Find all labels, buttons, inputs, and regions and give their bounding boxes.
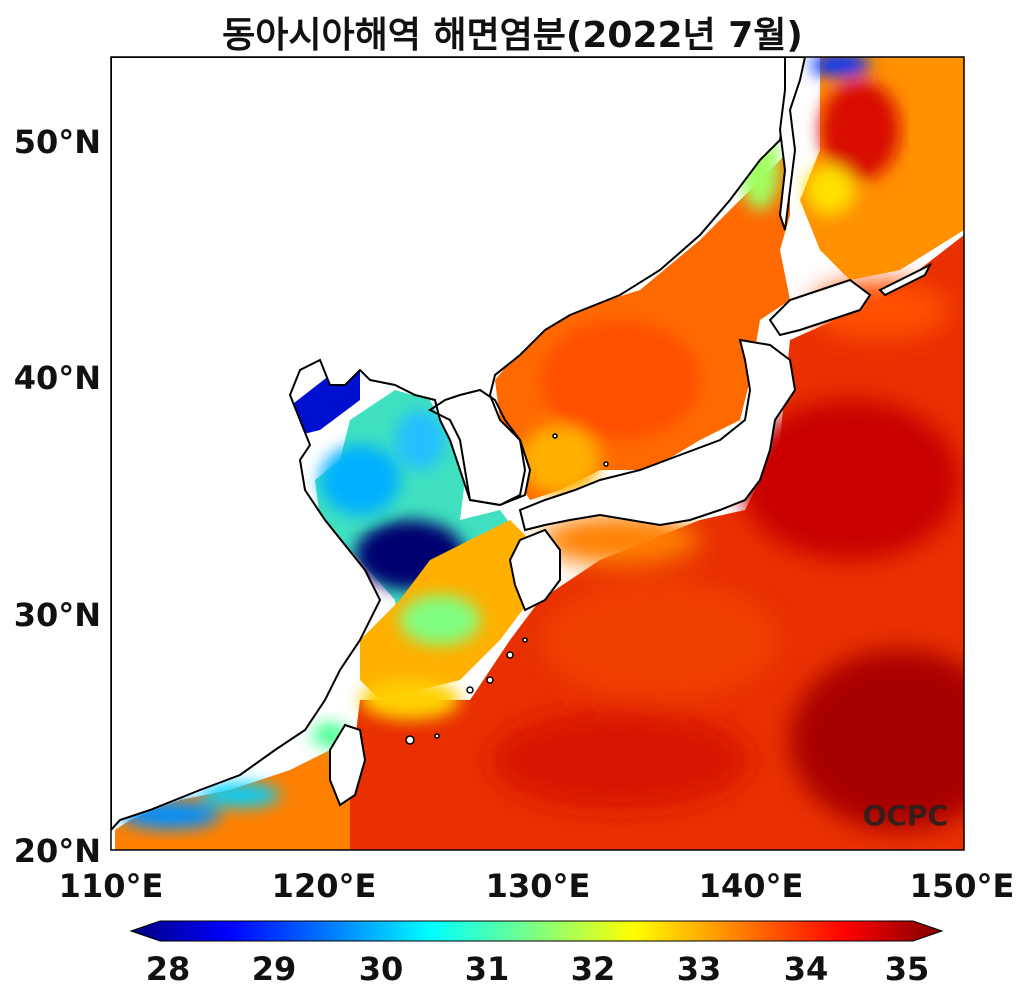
- lon-tick-label: 110°E: [59, 867, 164, 905]
- colorbar-tick: 32: [571, 950, 616, 988]
- map-frame: [110, 56, 965, 851]
- lat-tick-label: 40°N: [14, 359, 101, 397]
- colorbar-tick: 34: [784, 950, 829, 988]
- lat-tick-label: 30°N: [14, 596, 101, 634]
- lon-tick-label: 120°E: [272, 867, 377, 905]
- lon-axis: 110°E 120°E 130°E 140°E 150°E: [59, 867, 1015, 905]
- lat-tick-label: 50°N: [14, 123, 101, 161]
- colorbar-tick: 33: [677, 950, 722, 988]
- lat-tick-label: 20°N: [14, 832, 101, 870]
- colorbar-tick: 28: [146, 950, 191, 988]
- salinity-field: [111, 57, 964, 850]
- colorbar-tick: 31: [465, 950, 510, 988]
- lon-tick-label: 140°E: [699, 867, 804, 905]
- colorbar: 28 29 30 31 32 33 34 35: [129, 920, 944, 988]
- lat-axis: 20°N 30°N 40°N 50°N: [14, 123, 101, 870]
- colorbar-tick: 35: [885, 950, 930, 988]
- lon-tick-label: 130°E: [486, 867, 591, 905]
- map-title: 동아시아해역 해면염분(2022년 7월): [222, 15, 803, 56]
- colorbar-tick: 30: [359, 950, 404, 988]
- colorbar-tick: 29: [252, 950, 297, 988]
- ocpc-watermark: OCPC: [863, 799, 948, 832]
- lon-tick-label: 150°E: [910, 867, 1015, 905]
